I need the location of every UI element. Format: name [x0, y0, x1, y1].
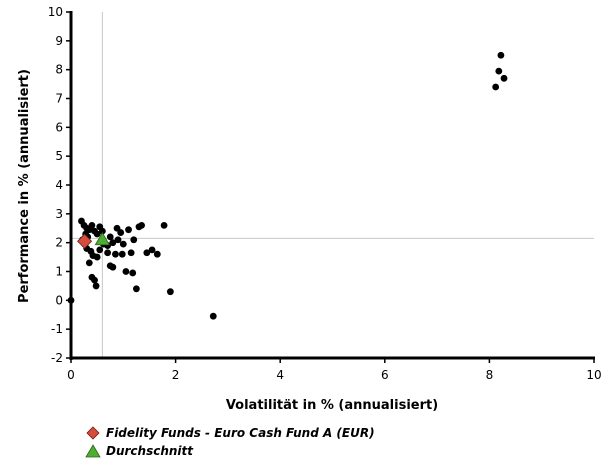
- data-point: [130, 236, 138, 244]
- data-point: [118, 250, 126, 258]
- data-point: [166, 288, 174, 296]
- data-point: [98, 227, 106, 235]
- legend-label-fund: Fidelity Funds - Euro Cash Fund A (EUR): [106, 426, 375, 440]
- y-tick-label: 1: [55, 265, 63, 279]
- y-tick-label: -1: [51, 322, 63, 336]
- diamond-icon: [86, 426, 100, 440]
- legend-item-average: Durchschnitt: [84, 442, 375, 460]
- highlight-markers: [77, 231, 111, 249]
- y-tick-label: 7: [55, 92, 63, 106]
- x-tick-label: 4: [276, 368, 284, 382]
- data-point: [112, 250, 119, 258]
- data-point: [88, 221, 96, 229]
- data-point: [127, 249, 135, 257]
- data-point: [106, 233, 114, 241]
- data-point: [85, 259, 93, 267]
- x-tick-label: 8: [486, 368, 494, 382]
- y-tick-label: 6: [55, 120, 63, 134]
- y-tick-label: 8: [55, 63, 63, 77]
- data-point: [492, 83, 500, 91]
- x-tick-label: 10: [586, 368, 601, 382]
- x-tick-label: 0: [67, 368, 75, 382]
- data-point: [500, 74, 508, 82]
- data-point: [92, 282, 100, 290]
- data-point: [117, 229, 125, 236]
- data-point: [132, 285, 140, 293]
- data-point: [495, 67, 503, 75]
- y-tick-label: 4: [55, 178, 63, 192]
- y-tick-label: 3: [55, 207, 63, 221]
- y-tick-label: 5: [55, 149, 63, 163]
- data-point: [96, 246, 104, 254]
- data-point: [160, 221, 168, 229]
- fund-marker-diamond: [77, 233, 93, 249]
- data-point: [67, 296, 75, 304]
- data-point: [148, 246, 156, 254]
- x-tick-label: 6: [381, 368, 389, 382]
- ticks: -2 -1 0 1 2 3 4 5 6 7 8 9 10 0 2 4 6 8 10: [48, 5, 602, 382]
- y-axis-title: Performance in % (annualisiert): [17, 69, 32, 303]
- y-tick-label: 0: [55, 293, 63, 307]
- triangle-icon: [85, 444, 101, 458]
- data-point: [104, 249, 112, 257]
- y-tick-label: 2: [55, 236, 63, 250]
- y-tick-label: 9: [55, 34, 63, 48]
- legend-label-average: Durchschnitt: [106, 444, 194, 458]
- reference-lines: [71, 12, 594, 358]
- data-point: [143, 249, 151, 257]
- axes: [69, 11, 595, 360]
- data-point: [109, 263, 117, 271]
- data-point: [125, 226, 132, 234]
- average-marker-triangle: [94, 231, 111, 246]
- data-point: [91, 276, 98, 284]
- data-point: [497, 51, 505, 59]
- data-point: [209, 312, 217, 320]
- data-point: [114, 236, 122, 244]
- legend-item-fund: Fidelity Funds - Euro Cash Fund A (EUR): [84, 424, 375, 442]
- legend: Fidelity Funds - Euro Cash Fund A (EUR) …: [84, 424, 375, 460]
- x-tick-label: 2: [172, 368, 180, 382]
- data-point: [93, 253, 101, 261]
- data-point: [153, 250, 161, 258]
- data-point: [138, 221, 146, 229]
- data-points: [67, 51, 508, 320]
- data-point: [119, 240, 127, 248]
- data-point: [129, 269, 137, 277]
- y-tick-label: -2: [51, 351, 63, 365]
- data-point: [122, 268, 130, 275]
- x-axis-title: Volatilität in % (annualisiert): [226, 398, 438, 413]
- data-point: [93, 230, 101, 238]
- data-point: [109, 239, 117, 247]
- y-tick-label: 10: [48, 5, 63, 19]
